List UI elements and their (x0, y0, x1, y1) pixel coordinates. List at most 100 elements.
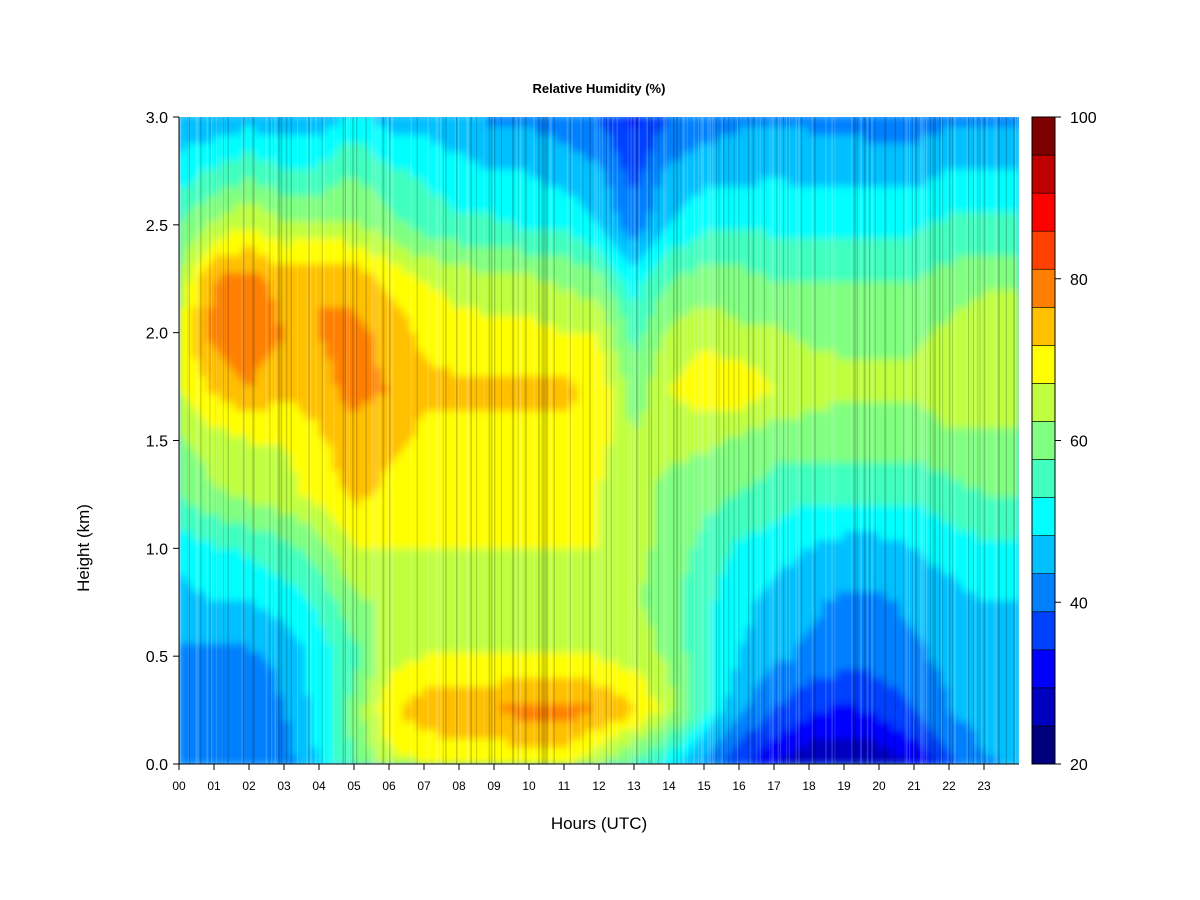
heatmap-cell (199, 659, 208, 670)
heatmap-cell (563, 530, 572, 541)
heatmap-cell (500, 452, 509, 463)
heatmap-cell (647, 703, 656, 713)
heatmap-cell (311, 470, 320, 480)
heatmap-cell (696, 435, 705, 446)
heatmap-cell (241, 711, 250, 722)
heatmap-cell (402, 694, 411, 705)
heatmap-cell (661, 582, 670, 592)
heatmap-cell (528, 427, 537, 437)
heatmap-cell (773, 599, 782, 610)
heatmap-cell (871, 668, 880, 679)
heatmap-cell (318, 642, 327, 653)
heatmap-cell (773, 435, 782, 446)
heatmap-cell (416, 746, 425, 756)
heatmap-cell (276, 487, 285, 498)
heatmap-cell (962, 728, 971, 739)
heatmap-cell (311, 565, 320, 575)
heatmap-cell (843, 521, 852, 532)
heatmap-cell (829, 720, 838, 730)
heatmap-cell (591, 565, 600, 575)
heatmap-cell (731, 504, 740, 515)
heatmap-cell (297, 461, 306, 472)
heatmap-cell (437, 427, 446, 437)
heatmap-cell (969, 737, 978, 748)
heatmap-cell (626, 754, 635, 764)
heatmap-cell (451, 694, 460, 705)
heatmap-cell (360, 677, 369, 687)
heatmap-cell (570, 668, 579, 679)
heatmap-cell (934, 616, 943, 627)
heatmap-cell (829, 616, 838, 627)
heatmap-cell (269, 711, 278, 722)
heatmap-cell (871, 746, 880, 756)
heatmap-cell (626, 685, 635, 696)
heatmap-cell (766, 539, 775, 549)
heatmap-cell (332, 642, 341, 653)
heatmap-cell (311, 513, 320, 523)
heatmap-cell (269, 703, 278, 713)
heatmap-cell (815, 599, 824, 610)
heatmap-cell (920, 452, 929, 463)
heatmap-cell (843, 746, 852, 756)
heatmap-cell (395, 634, 404, 644)
heatmap-cell (857, 478, 866, 489)
heatmap-cell (381, 608, 390, 618)
heatmap-cell (689, 513, 698, 523)
heatmap-cell (955, 478, 964, 489)
heatmap-cell (640, 703, 649, 713)
heatmap-cell (304, 539, 313, 549)
heatmap-cell (1004, 409, 1013, 420)
heatmap-cell (388, 651, 397, 661)
heatmap-cell (983, 513, 992, 523)
heatmap-cell (682, 530, 691, 541)
heatmap-cell (885, 746, 894, 756)
heatmap-cell (696, 590, 705, 601)
heatmap-cell (710, 703, 719, 713)
heatmap-cell (738, 478, 747, 489)
heatmap-cell (710, 616, 719, 627)
heatmap-cell (983, 504, 992, 515)
heatmap-cell (367, 616, 376, 627)
heatmap-cell (682, 409, 691, 420)
heatmap-cell (318, 651, 327, 661)
heatmap-cell (381, 754, 390, 764)
heatmap-cell (878, 625, 887, 636)
heatmap-cell (1011, 711, 1019, 722)
heatmap-cell (605, 616, 614, 627)
heatmap-cell (549, 539, 558, 549)
heatmap-cell (563, 642, 572, 653)
heatmap-cell (542, 634, 551, 644)
heatmap-cell (689, 642, 698, 653)
heatmap-cell (430, 642, 439, 653)
heatmap-cell (353, 418, 362, 429)
heatmap-cell (927, 720, 936, 730)
heatmap-cell (633, 599, 642, 610)
heatmap-cell (227, 703, 236, 713)
heatmap-cell (822, 625, 831, 636)
heatmap-cell (941, 599, 950, 610)
heatmap-cell (864, 547, 873, 558)
heatmap-cell (745, 590, 754, 601)
heatmap-cell (234, 478, 243, 489)
heatmap-cell (682, 444, 691, 454)
heatmap-cell (325, 737, 334, 748)
heatmap-cell (248, 694, 257, 705)
heatmap-cell (192, 573, 201, 584)
heatmap-cell (948, 573, 957, 584)
heatmap-cell (801, 478, 810, 489)
heatmap-cell (346, 642, 355, 653)
heatmap-cell (654, 677, 663, 687)
heatmap-cell (179, 496, 187, 506)
heatmap-cell (759, 659, 768, 670)
heatmap-cell (983, 651, 992, 661)
heatmap-cell (682, 634, 691, 644)
heatmap-cell (479, 694, 488, 705)
heatmap-cell (892, 754, 901, 764)
heatmap-cell (402, 427, 411, 437)
heatmap-cell (339, 573, 348, 584)
heatmap-cell (822, 496, 831, 506)
heatmap-cell (955, 435, 964, 446)
heatmap-cell (892, 746, 901, 756)
heatmap-cell (304, 711, 313, 722)
heatmap-cell (486, 599, 495, 610)
